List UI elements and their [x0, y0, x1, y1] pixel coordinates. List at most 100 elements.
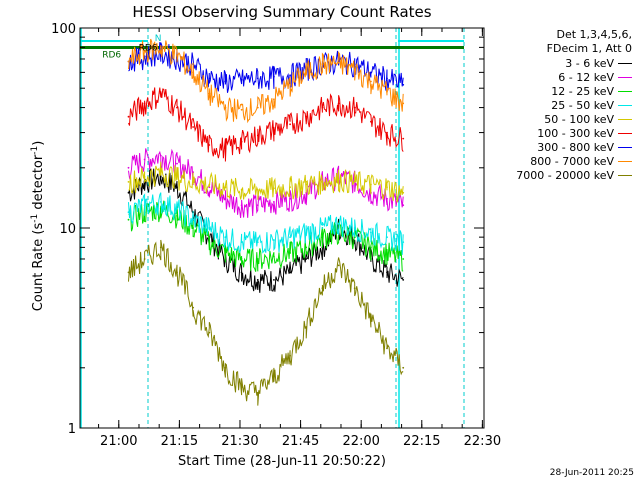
series-4-point-10 [289, 186, 291, 189]
series-4-point-2 [159, 171, 162, 174]
series-7-point-16 [386, 90, 388, 93]
legend-swatch-2 [618, 90, 632, 92]
series-8-point-17 [402, 366, 405, 369]
x-tick-label-5: 22:15 [403, 434, 440, 449]
legend-entry-8: 7000 - 20000 keV [486, 168, 636, 182]
series-3-point-14 [353, 227, 356, 229]
series-3 [127, 192, 405, 255]
series-2-point-6 [224, 252, 227, 254]
series-8-point-13 [337, 264, 340, 267]
series-1-point-3 [176, 162, 178, 165]
series-0-point-2 [159, 176, 162, 178]
series-2-point-11 [305, 246, 308, 249]
series-0-point-11 [305, 258, 308, 260]
annotation-1: RD6 [102, 51, 121, 61]
series-3-point-0 [127, 211, 130, 214]
series-4-point-11 [305, 183, 308, 186]
series-2-point-15 [370, 246, 372, 249]
series-5-point-7 [240, 140, 243, 143]
series-3-point-17 [402, 241, 405, 244]
series-3-point-6 [224, 236, 227, 239]
series-7-point-10 [289, 83, 291, 86]
series-8-point-4 [192, 306, 195, 309]
series-5-point-11 [305, 115, 308, 118]
y-axis-label-end: ) [31, 140, 47, 146]
y-tick-label-1: 10 [59, 222, 76, 237]
y-axis-label-sup2: -1 [29, 145, 40, 155]
series-3-point-5 [208, 227, 211, 229]
series-4-point-8 [256, 189, 259, 191]
y-axis-label-text: Count Rate (s [31, 222, 47, 312]
series-8-point-3 [176, 271, 178, 274]
series-8-point-0 [127, 271, 130, 274]
series-1-point-10 [289, 197, 291, 200]
series-6-point-15 [370, 71, 372, 74]
series-8-point-12 [321, 287, 324, 290]
legend-swatch-3 [618, 104, 632, 106]
observing-overlays [80, 28, 465, 428]
series-0-point-9 [273, 279, 275, 281]
series-8-point-14 [353, 287, 356, 290]
series-7-point-2 [159, 46, 162, 49]
series-6-point-9 [273, 75, 275, 78]
series-4-point-14 [353, 181, 356, 183]
series-4-point-0 [127, 181, 130, 183]
series-1-point-7 [240, 204, 243, 207]
x-tick-label-6: 22:30 [464, 434, 501, 449]
series-5-point-10 [289, 123, 291, 126]
series-0-point-7 [240, 271, 243, 274]
series-3-point-4 [192, 218, 195, 221]
series-8-point-1 [143, 258, 146, 260]
series-4-point-6 [224, 186, 227, 189]
series-line-8 [128, 239, 404, 406]
series-8 [127, 239, 405, 406]
series-3-point-13 [337, 222, 340, 225]
timestamp-stamp: 28-Jun-2011 20:25 [549, 468, 634, 478]
series-6-point-8 [256, 77, 259, 80]
series-2-point-12 [321, 236, 324, 239]
series-2-point-8 [256, 258, 259, 260]
series-line-7 [128, 38, 404, 124]
legend-swatch-7 [618, 160, 632, 162]
legend-swatch-6 [618, 146, 632, 148]
series-3-point-15 [370, 231, 372, 234]
series-3-point-16 [386, 236, 388, 239]
series-line-6 [128, 42, 404, 93]
series-2-point-3 [176, 215, 178, 217]
series-7-point-17 [402, 102, 405, 105]
series-line-3 [128, 192, 404, 255]
series-8-point-16 [386, 347, 388, 350]
series-1-point-9 [273, 201, 275, 203]
legend-label-7: 800 - 7000 keV [530, 154, 614, 168]
legend-label-8: 7000 - 20000 keV [516, 168, 614, 182]
series-line-2 [128, 200, 404, 272]
series-3-point-1 [143, 204, 146, 207]
series-layer [127, 38, 405, 406]
legend-label-4: 50 - 100 keV [544, 112, 614, 126]
series-5-point-5 [208, 144, 211, 146]
series-4-point-16 [386, 186, 388, 189]
series-1-point-1 [143, 158, 146, 161]
legend-entry-7: 800 - 7000 keV [486, 154, 636, 168]
series-8-point-10 [289, 354, 291, 357]
legend-swatch-8 [618, 174, 632, 176]
series-1-point-17 [402, 204, 405, 207]
series-8-point-11 [305, 326, 308, 328]
series-2-point-5 [208, 241, 211, 244]
series-1-point-2 [159, 154, 162, 157]
series-2 [127, 200, 405, 272]
series-4-point-13 [337, 178, 340, 181]
series-line-0 [128, 165, 404, 293]
legend-entry-0: 3 - 6 keV [486, 56, 636, 70]
legend-label-5: 100 - 300 keV [537, 126, 614, 140]
series-8-point-5 [208, 331, 211, 334]
x-tick-label-1: 21:15 [161, 434, 198, 449]
series-2-point-4 [192, 227, 195, 229]
series-0-point-10 [289, 271, 291, 274]
series-7-point-6 [224, 106, 227, 109]
legend-entry-5: 100 - 300 keV [486, 126, 636, 140]
legend-label-1: 6 - 12 keV [558, 70, 614, 84]
series-8-point-2 [159, 246, 162, 249]
